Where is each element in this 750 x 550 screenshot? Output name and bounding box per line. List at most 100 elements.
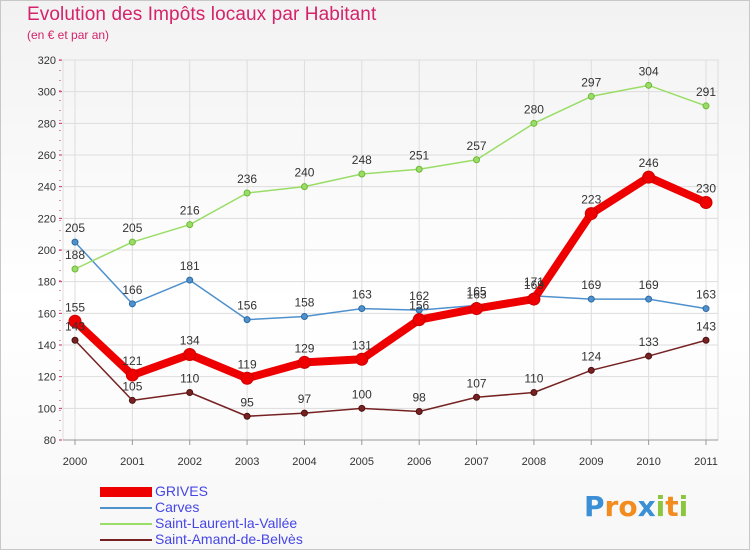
- data-point: [412, 313, 426, 327]
- data-point: [125, 368, 139, 382]
- data-label: 155: [65, 300, 85, 314]
- y-tick-label: 320: [38, 55, 56, 67]
- series-line-Saint-Laurent-la-Vallée: [74, 84, 707, 270]
- data-label: 129: [294, 341, 314, 355]
- data-point: [587, 366, 595, 374]
- y-tick-label: 180: [38, 277, 56, 289]
- legend-swatch: [100, 507, 152, 509]
- y-tick-label: 200: [38, 245, 56, 257]
- chart-legend: GRIVES Carves Saint-Laurent-la-Vallée Saint…: [100, 483, 400, 548]
- x-tick-label: 2003: [235, 456, 259, 468]
- y-tick-label: 80: [44, 435, 56, 447]
- data-point: [183, 348, 197, 361]
- data-label: 165: [467, 284, 487, 298]
- data-label: 240: [294, 166, 314, 180]
- data-point: [128, 238, 136, 246]
- y-tick-label: 300: [38, 87, 56, 99]
- data-label: 181: [180, 259, 200, 273]
- y-tick-label: 120: [38, 372, 56, 384]
- y-tick-label: 260: [38, 150, 56, 162]
- legend-swatch: [100, 539, 152, 541]
- data-label: 107: [467, 376, 487, 390]
- data-label: 216: [180, 204, 200, 218]
- logo-letter: i: [678, 490, 689, 523]
- data-point: [587, 92, 595, 100]
- data-label: 246: [639, 156, 659, 170]
- data-point: [68, 314, 82, 328]
- data-label: 119: [238, 357, 257, 371]
- legend-label: Saint-Laurent-la-Vallée: [155, 515, 298, 531]
- data-label: 251: [409, 148, 429, 162]
- x-tick-label: 2007: [464, 456, 488, 468]
- data-point: [300, 183, 308, 191]
- data-label: 143: [65, 319, 85, 333]
- data-point: [530, 389, 538, 396]
- series-line-Carves: [74, 241, 707, 321]
- data-label: 304: [639, 64, 659, 78]
- data-label: 105: [122, 379, 142, 393]
- data-point: [243, 316, 251, 324]
- data-label: 248: [352, 153, 372, 167]
- data-label: 169: [581, 278, 601, 292]
- data-point: [358, 170, 366, 178]
- logo-letter: x: [637, 490, 656, 523]
- data-label: 230: [696, 182, 716, 196]
- data-label: 156: [237, 299, 257, 313]
- data-point: [702, 305, 710, 313]
- data-point: [71, 265, 79, 273]
- data-label: 205: [65, 221, 85, 235]
- x-tick-label: 2001: [120, 456, 144, 468]
- x-tick-label: 2006: [407, 456, 431, 468]
- data-point: [240, 371, 254, 385]
- data-point: [473, 393, 481, 401]
- logo-letter: o: [618, 490, 638, 523]
- logo-letter: t: [665, 490, 679, 523]
- data-label: 223: [581, 193, 601, 207]
- data-label: 188: [65, 248, 85, 262]
- data-point: [186, 221, 194, 229]
- data-point: [642, 170, 656, 184]
- data-point: [355, 352, 369, 366]
- data-point: [300, 313, 308, 320]
- data-label: 280: [524, 102, 544, 116]
- data-point: [645, 81, 653, 89]
- data-point: [584, 207, 598, 221]
- data-point: [415, 408, 423, 415]
- logo-letter: i: [655, 490, 666, 523]
- data-point: [186, 276, 194, 284]
- y-tick-label: 220: [38, 213, 56, 225]
- logo-letter: P: [584, 490, 605, 523]
- proxiti-logo: Proxiti: [584, 490, 688, 523]
- data-point: [527, 292, 541, 306]
- data-label: 143: [696, 319, 716, 333]
- data-point: [587, 295, 595, 303]
- data-label: 166: [122, 283, 142, 297]
- legend-label: Carves: [155, 499, 200, 515]
- data-point: [358, 404, 366, 412]
- data-point: [71, 238, 79, 246]
- x-tick-label: 2004: [292, 456, 316, 468]
- data-label: 291: [696, 85, 716, 99]
- y-tick-label: 100: [38, 403, 56, 415]
- data-label: 162: [409, 289, 429, 303]
- data-label: 98: [413, 391, 427, 405]
- data-label: 121: [122, 354, 142, 368]
- legend-label: GRIVES: [155, 483, 208, 499]
- data-point: [470, 302, 484, 316]
- data-point: [530, 119, 538, 127]
- data-point: [645, 352, 653, 360]
- series-line-Saint-Amand-de-Belvès: [74, 339, 707, 417]
- legend-item: Saint-Amand-de-Belvès: [100, 531, 400, 548]
- x-tick-label: 2010: [636, 456, 660, 468]
- data-label: 163: [467, 288, 487, 302]
- data-label: 110: [524, 372, 543, 386]
- legend-item: GRIVES: [100, 483, 400, 500]
- data-point: [645, 295, 653, 303]
- data-point: [702, 336, 710, 344]
- data-label: 169: [639, 278, 659, 292]
- series-line-GRIVES: [72, 173, 708, 383]
- data-point: [128, 396, 136, 404]
- x-tick-label: 2002: [177, 456, 201, 468]
- chart-title: Evolution des Impôts locaux par Habitant: [27, 4, 377, 25]
